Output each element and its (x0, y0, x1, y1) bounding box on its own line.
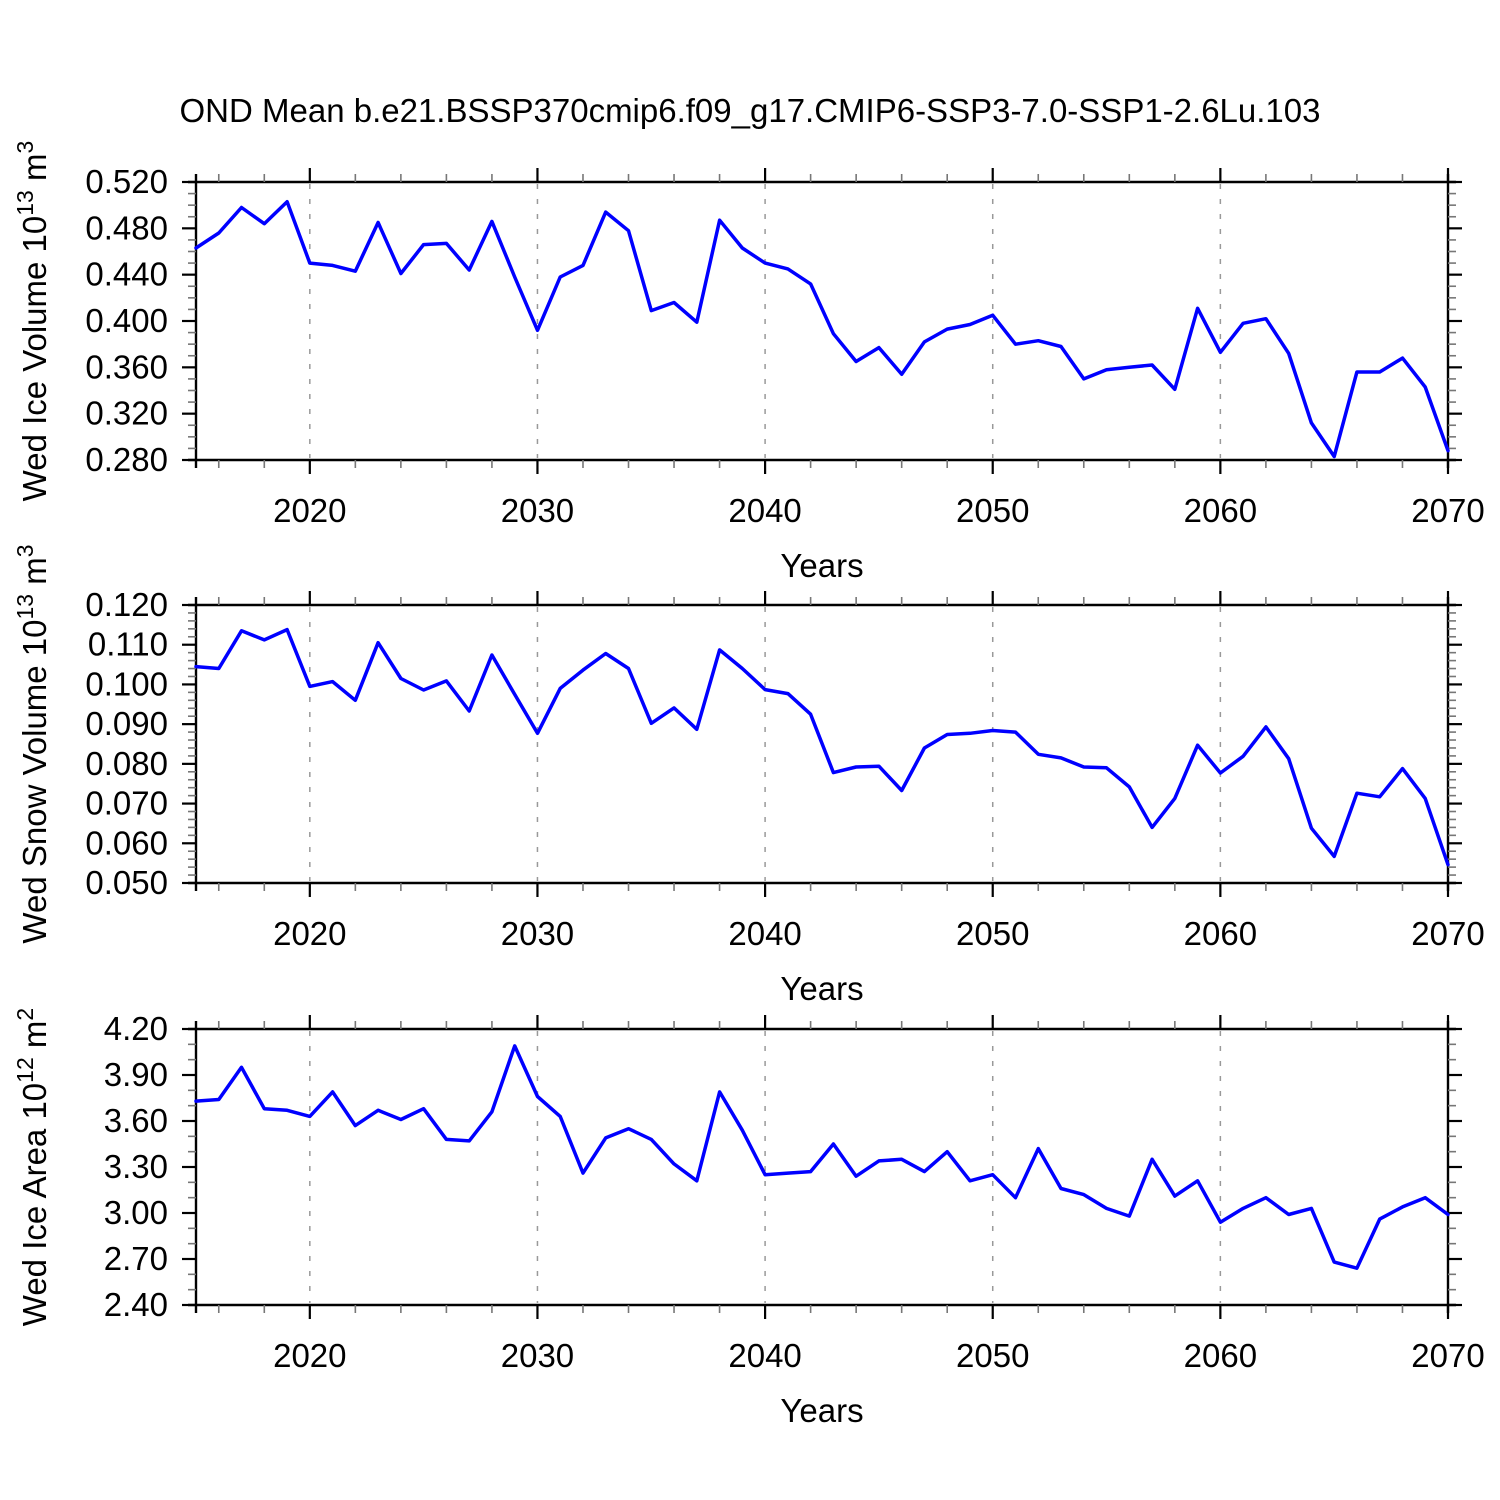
x-tick-label: 2020 (273, 492, 346, 529)
y-tick-label: 0.360 (85, 348, 168, 385)
x-tick-label: 2030 (501, 915, 574, 952)
y-axis-title: Wed Ice Volume 1013 m3 (12, 141, 53, 502)
x-tick-label: 2040 (728, 492, 801, 529)
x-tick-label: 2070 (1411, 915, 1484, 952)
y-tick-label: 0.120 (85, 586, 168, 623)
x-tick-label: 2020 (273, 915, 346, 952)
x-axis-title: Years (780, 1392, 863, 1429)
y-tick-label: 0.050 (85, 864, 168, 901)
x-tick-label: 2070 (1411, 1337, 1484, 1374)
y-tick-label: 2.70 (104, 1240, 168, 1277)
wed-ice-volume-chart: 0.280 0.320 0.360 0.400 0.440 0.480 0.520 2020 2… (12, 141, 1485, 584)
x-tick-label: 2060 (1184, 492, 1257, 529)
wed-ice-volume-series-line (194, 199, 1450, 459)
wed-ice-area-chart: 2.40 2.70 3.00 3.30 3.60 3.90 4.20 2020 2030 2040… (12, 1008, 1485, 1429)
x-tick-label: 2050 (956, 915, 1029, 952)
y-axis-title: Wed Ice Area 1012 m2 (12, 1008, 53, 1326)
y-tick-label: 0.090 (85, 705, 168, 742)
x-tick-label: 2070 (1411, 492, 1484, 529)
x-tick-label: 2020 (273, 1337, 346, 1374)
y-tick-label: 0.070 (85, 785, 168, 822)
figure-title: OND Mean b.e21.BSSP370cmip6.f09_g17.CMIP… (180, 92, 1321, 129)
wed-ice-area-series-line (194, 1044, 1450, 1270)
x-tick-label: 2030 (501, 492, 574, 529)
y-tick-label: 0.060 (85, 824, 168, 861)
y-tick-label: 3.90 (104, 1056, 168, 1093)
y-axis-title: Wed Snow Volume 1013 m3 (12, 544, 53, 943)
y-tick-label: 0.100 (85, 665, 168, 702)
y-tick-label: 3.30 (104, 1148, 168, 1185)
x-tick-label: 2060 (1184, 915, 1257, 952)
x-axis-title: Years (780, 547, 863, 584)
wed-snow-volume-chart: 0.0500.0600.0700.0800.0900.1000.1100.120… (12, 544, 1485, 1007)
x-tick-label: 2040 (728, 1337, 801, 1374)
y-tick-label: 4.20 (104, 1010, 168, 1047)
wed-snow-volume-series-line (194, 627, 1450, 867)
y-tick-label: 0.400 (85, 302, 168, 339)
y-tick-label: 0.320 (85, 395, 168, 432)
y-tick-label: 0.480 (85, 209, 168, 246)
y-tick-label: 0.440 (85, 256, 168, 293)
y-tick-label: 3.60 (104, 1102, 168, 1139)
y-tick-label: 0.080 (85, 745, 168, 782)
x-tick-label: 2050 (956, 492, 1029, 529)
x-tick-label: 2060 (1184, 1337, 1257, 1374)
x-axis-title: Years (780, 970, 863, 1007)
x-tick-label: 2040 (728, 915, 801, 952)
x-tick-label: 2050 (956, 1337, 1029, 1374)
y-tick-label: 0.110 (88, 626, 168, 663)
y-tick-label: 0.520 (85, 163, 168, 200)
y-tick-label: 0.280 (85, 441, 168, 478)
y-tick-label: 3.00 (104, 1194, 168, 1231)
x-tick-label: 2030 (501, 1337, 574, 1374)
y-tick-label: 2.40 (104, 1286, 168, 1323)
